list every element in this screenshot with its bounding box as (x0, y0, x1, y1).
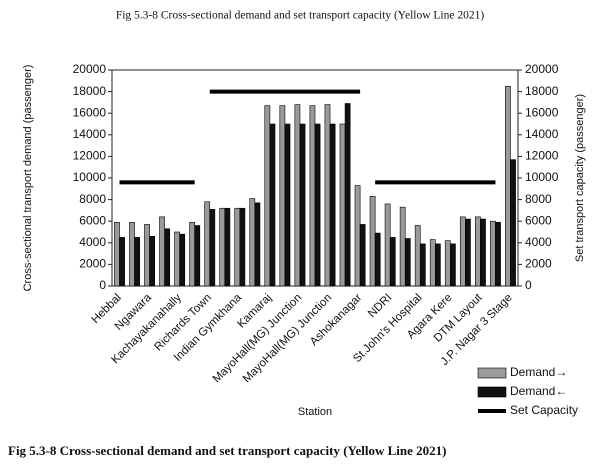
y2-tick-label: 12000 (525, 149, 559, 163)
y-tick-label: 20000 (73, 62, 107, 76)
bar (254, 202, 261, 287)
bar (309, 105, 316, 287)
bar (510, 159, 516, 287)
bar (144, 224, 150, 287)
legend-swatch (477, 386, 507, 398)
y-tick-label: 16000 (73, 105, 107, 119)
bar (149, 236, 156, 287)
bar (234, 207, 241, 287)
y-tick-label: 4000 (79, 235, 106, 249)
caption: Fig 5.3-8 Cross-sectional demand and set… (8, 443, 447, 458)
bar (294, 104, 301, 287)
bar (480, 218, 486, 287)
bar (384, 203, 391, 287)
y2-tick-label: 20000 (525, 62, 559, 76)
bar (354, 185, 361, 287)
bar (239, 207, 246, 287)
bar (495, 221, 501, 287)
bar (359, 224, 366, 287)
bar (194, 225, 201, 287)
bar (179, 233, 186, 287)
bar (459, 216, 466, 287)
y-axis-label: Cross-sectional transport demand (passen… (22, 65, 34, 292)
y-tick-label: 8000 (79, 192, 106, 206)
x-tick-label: NDRI (366, 292, 394, 320)
y2-tick-label: 4000 (525, 235, 552, 249)
bar (369, 196, 376, 287)
bar (434, 243, 441, 287)
bar (164, 228, 171, 287)
x-axis-label: Station (298, 406, 332, 418)
bar (399, 206, 406, 287)
y2-tick-label: 8000 (525, 192, 552, 206)
y2-tick-label: 10000 (525, 170, 559, 184)
bar (344, 103, 351, 287)
bar (465, 218, 471, 287)
bar (474, 216, 481, 287)
bar (284, 123, 291, 287)
bar (314, 123, 321, 287)
bar (339, 123, 346, 287)
y2-tick-label: 6000 (525, 213, 552, 227)
bar (209, 209, 216, 287)
bar (505, 85, 511, 287)
bar (114, 221, 120, 287)
bar (324, 104, 331, 287)
y2-tick-label: 18000 (525, 84, 559, 98)
legend-label: Demand→ (510, 365, 567, 379)
y2-tick-label: 16000 (525, 105, 559, 119)
bar (204, 201, 211, 287)
y-tick-label: 0 (99, 278, 106, 292)
bar (419, 243, 426, 287)
bar (404, 238, 411, 287)
bar (279, 105, 286, 287)
bar (249, 198, 256, 287)
bar (134, 237, 140, 287)
legend-swatch (477, 367, 507, 379)
bar (374, 232, 381, 287)
bar (329, 123, 336, 287)
bar (444, 240, 451, 287)
y-tick-label: 2000 (79, 257, 106, 271)
y2-tick-label: 14000 (525, 127, 559, 141)
bar (174, 231, 180, 287)
bar (429, 239, 436, 287)
y2-tick-label: 2000 (525, 257, 552, 271)
y-tick-label: 6000 (79, 213, 106, 227)
y-tick-label: 14000 (73, 127, 107, 141)
bar (264, 105, 271, 287)
bar (119, 237, 125, 287)
bar (219, 207, 226, 287)
bar (414, 225, 421, 287)
bar (299, 123, 306, 287)
bar (189, 221, 196, 287)
y-tick-label: 18000 (73, 84, 107, 98)
y2-axis-label: Set transport capacity (passenger) (574, 94, 586, 262)
chart-title: Fig 5.3-8 Cross-sectional demand and set… (116, 10, 485, 22)
bar (129, 221, 135, 287)
bar (159, 216, 165, 287)
y2-tick-label: 0 (525, 278, 532, 292)
y-tick-label: 12000 (73, 149, 107, 163)
legend-label: Set Capacity (510, 403, 578, 417)
bar (224, 207, 231, 287)
y-tick-label: 10000 (73, 170, 107, 184)
bar (389, 237, 396, 287)
bar (490, 220, 496, 287)
legend-label: Demand← (510, 384, 567, 398)
bar (450, 243, 456, 287)
bar (269, 123, 276, 287)
